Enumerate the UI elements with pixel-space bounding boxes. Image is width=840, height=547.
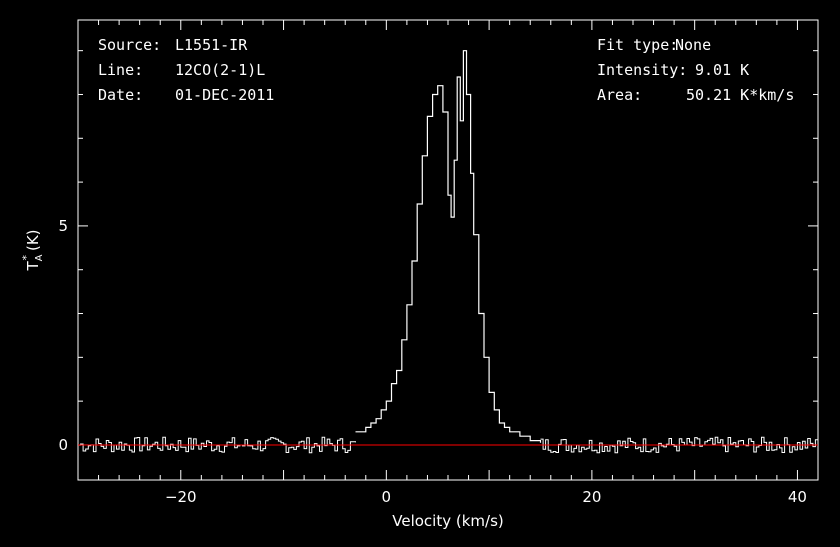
x-tick-label: 20 [582, 488, 601, 506]
y-axis-label-sub: A [34, 254, 45, 261]
y-tick-label: 5 [58, 217, 68, 235]
y-axis-label-sup: * [20, 255, 33, 261]
intensity-value: 9.01 K [695, 61, 749, 79]
x-tick-label: −20 [165, 488, 197, 506]
intensity-key: Intensity: [597, 61, 687, 79]
svg-text:TA*(K): TA* (K) [20, 229, 45, 271]
y-axis-label: TA* (K) [20, 229, 45, 271]
y-axis-label-unit: (K) [24, 229, 42, 251]
line-value: 12CO(2-1)L [175, 61, 265, 79]
line-key: Line: [98, 61, 143, 79]
y-tick-label: 0 [58, 436, 68, 454]
x-tick-label: 0 [382, 488, 392, 506]
fit-type-value: None [675, 36, 711, 54]
date-key: Date: [98, 86, 143, 104]
fit-type-key: Fit type: [597, 36, 678, 54]
header-left: Source: L1551-IR Line: 12CO(2-1)L Date: … [98, 36, 274, 104]
spectrum-line [355, 50, 542, 443]
x-tick-label: 40 [788, 488, 807, 506]
axis-ticks: −20 0 20 40 0 5 [58, 20, 819, 506]
x-axis-label: Velocity (km/s) [392, 512, 503, 530]
source-key: Source: [98, 36, 161, 54]
area-value: 50.21 K*km/s [686, 86, 794, 104]
date-value: 01-DEC-2011 [175, 86, 274, 104]
header-right: Fit type: None Intensity: 9.01 K Area: 5… [597, 36, 794, 104]
source-value: L1551-IR [175, 36, 248, 54]
y-axis-label-main: T [24, 261, 42, 272]
area-key: Area: [597, 86, 642, 104]
